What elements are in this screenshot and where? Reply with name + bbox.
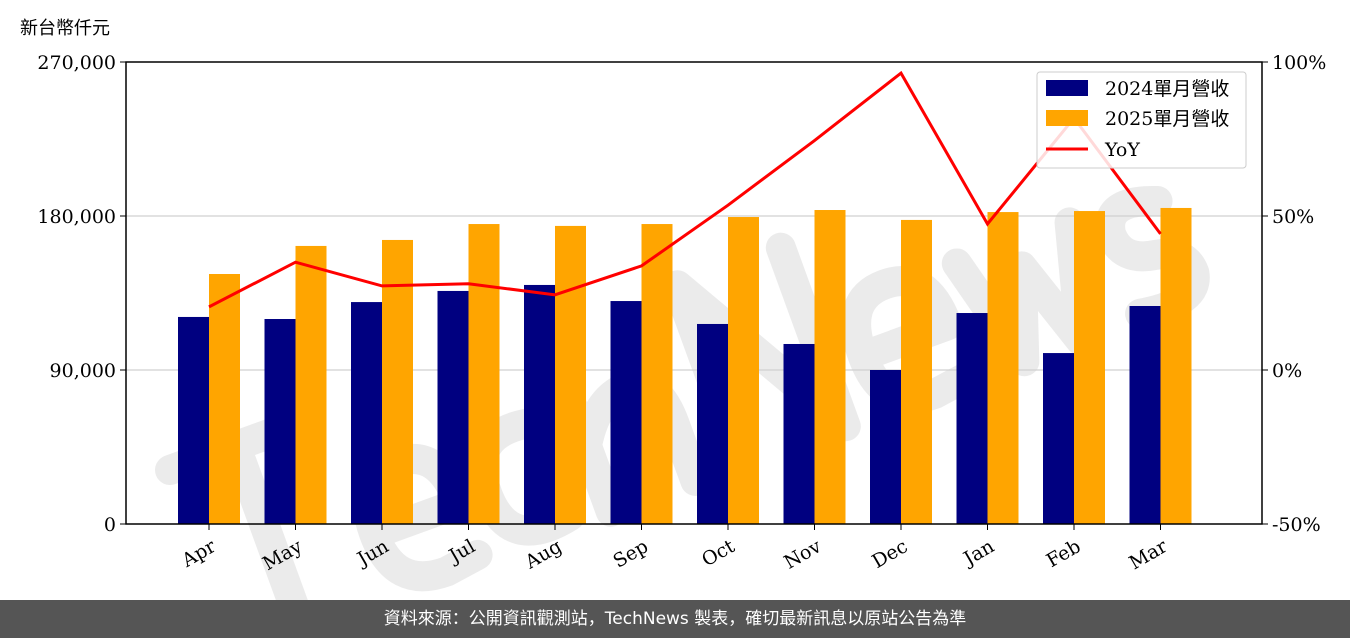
bar-2025 <box>814 210 846 524</box>
bar-2024 <box>697 323 728 524</box>
bar-2025 <box>1160 207 1192 525</box>
x-tick-label: Sep <box>609 535 652 572</box>
legend-swatch-2024 <box>1046 80 1088 96</box>
x-tick-label: Nov <box>780 535 825 574</box>
bar-2024 <box>178 316 209 524</box>
bar-2025 <box>1074 211 1105 524</box>
legend-swatch-2025 <box>1046 110 1088 126</box>
bar-2024 <box>264 319 296 524</box>
bar-2024 <box>956 313 988 524</box>
bar-2024 <box>783 343 815 524</box>
yoy-line <box>208 70 1162 309</box>
legend-label-yoy: YoY <box>1104 139 1140 161</box>
bar-2024 <box>1129 306 1161 524</box>
x-tick-label: Jan <box>958 535 998 571</box>
y-tick-label: 0 <box>104 514 116 536</box>
y2-tick-label: 100% <box>1272 52 1326 74</box>
legend-label-2025: 2025單月營收 <box>1105 108 1229 130</box>
y-tick-label: 180,000 <box>37 206 116 228</box>
bar-2025 <box>382 239 413 524</box>
plot-frame <box>125 61 1263 525</box>
bar-2024 <box>610 301 642 524</box>
bar-2024 <box>437 290 469 524</box>
legend-label-2024: 2024單月營收 <box>1105 78 1229 100</box>
bar-2024 <box>870 370 901 524</box>
chart: 0 90,000 180,000 270,000 -50% 0% 50% 100% 新台幣仟元 A… <box>20 18 1326 638</box>
bar-2025 <box>728 217 759 524</box>
x-tick-label: Oct <box>698 535 739 571</box>
y2-tick-label: 50% <box>1272 206 1314 228</box>
bar-2025 <box>987 212 1019 524</box>
bar-2025 <box>641 224 673 524</box>
bar-2025 <box>901 219 932 525</box>
bar-2025 <box>555 225 586 524</box>
bar-2024 <box>524 284 555 524</box>
x-tick-label: Apr <box>177 535 220 572</box>
y-axis-label: 新台幣仟元 <box>20 18 110 39</box>
bar-2025 <box>295 245 327 524</box>
y-tick-label: 90,000 <box>50 360 116 382</box>
bar-2025 <box>468 224 500 524</box>
legend <box>1036 71 1247 169</box>
bar-2025 <box>209 274 240 524</box>
y2-tick-label: -50% <box>1272 514 1321 536</box>
x-tick-label: Mar <box>1125 535 1171 574</box>
x-tick-label: Dec <box>868 535 911 573</box>
bar-2024 <box>351 302 382 524</box>
bar-2024 <box>1043 353 1074 524</box>
source-footer: 資料來源：公開資訊觀測站，TechNews 製表，確切最新訊息以原站公告為準 <box>0 600 1350 638</box>
x-tick-label: Feb <box>1043 535 1085 572</box>
y2-tick-label: 0% <box>1272 360 1302 382</box>
y-tick-label: 270,000 <box>37 52 116 74</box>
